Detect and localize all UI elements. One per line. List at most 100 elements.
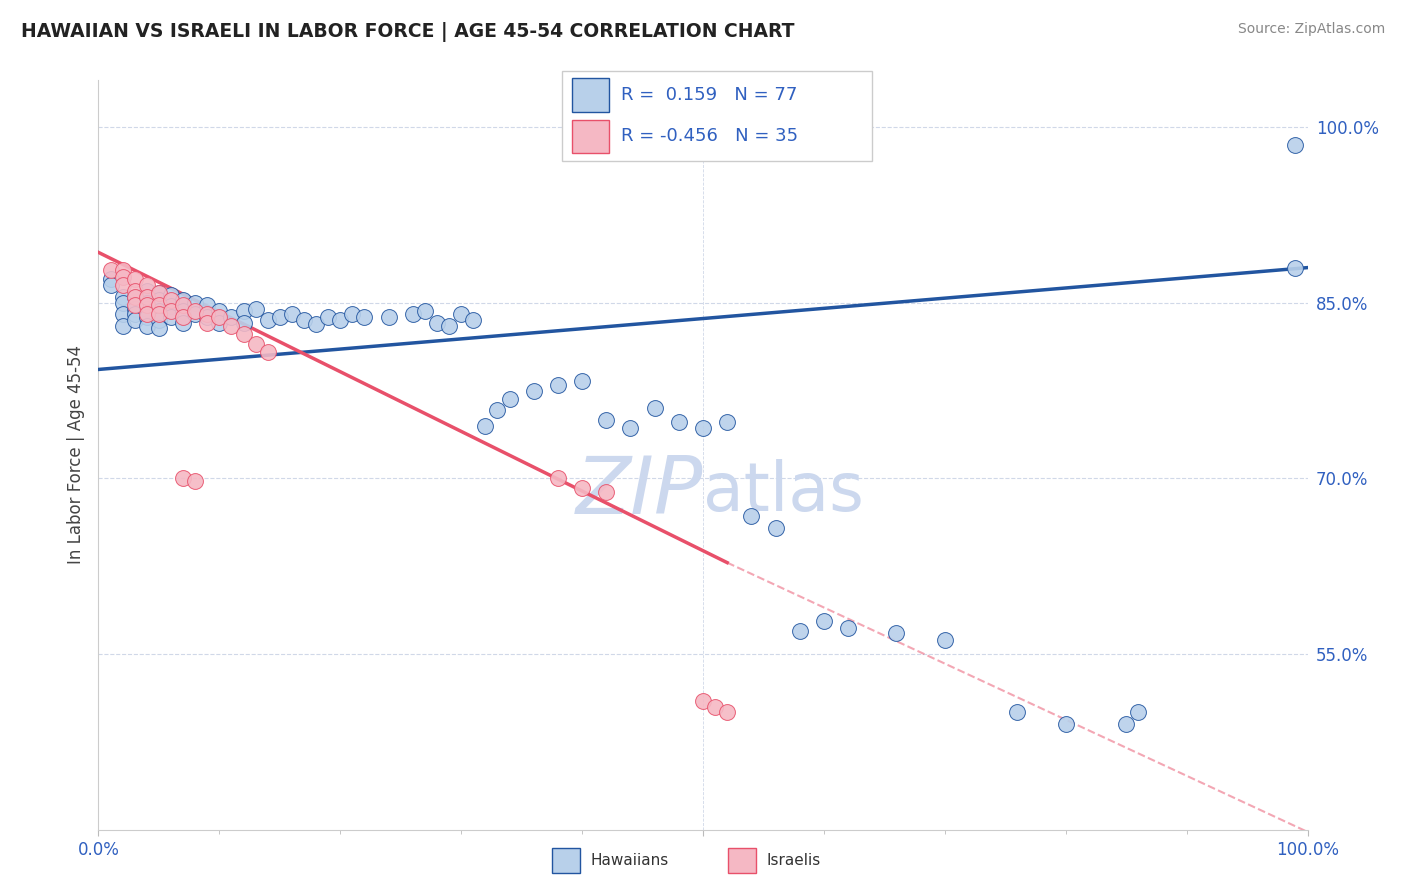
Point xyxy=(160,310,183,324)
Point xyxy=(135,290,157,304)
Point xyxy=(184,295,207,310)
Point xyxy=(111,319,134,334)
Point xyxy=(111,295,134,310)
Point xyxy=(716,706,738,720)
Y-axis label: In Labor Force | Age 45-54: In Labor Force | Age 45-54 xyxy=(66,345,84,565)
Point xyxy=(232,316,254,330)
FancyBboxPatch shape xyxy=(551,848,581,873)
Point xyxy=(402,307,425,321)
Point xyxy=(1128,706,1150,720)
Point xyxy=(148,298,170,312)
Point xyxy=(208,316,231,330)
Point xyxy=(124,301,146,316)
Point xyxy=(100,278,122,293)
Point xyxy=(195,310,218,324)
Point xyxy=(450,307,472,321)
Point xyxy=(148,304,170,318)
Point xyxy=(221,310,243,324)
Point xyxy=(135,307,157,321)
Point xyxy=(100,263,122,277)
Point xyxy=(292,313,315,327)
Point xyxy=(135,298,157,312)
Point xyxy=(644,401,666,415)
Point xyxy=(135,278,157,293)
Point xyxy=(172,298,194,312)
Point xyxy=(377,310,399,324)
Point xyxy=(547,471,569,485)
Point xyxy=(135,284,157,298)
Point xyxy=(135,319,157,334)
Point xyxy=(111,263,134,277)
Point xyxy=(172,471,194,485)
Point xyxy=(316,310,339,324)
Point xyxy=(124,298,146,312)
Point xyxy=(1007,706,1029,720)
Point xyxy=(245,301,267,316)
Point xyxy=(111,278,134,293)
Point xyxy=(740,508,762,523)
Point xyxy=(342,307,364,321)
Point xyxy=(474,418,496,433)
Point xyxy=(668,415,690,429)
Point xyxy=(437,319,460,334)
Point xyxy=(547,377,569,392)
Point xyxy=(353,310,375,324)
Point xyxy=(523,384,546,398)
Point xyxy=(111,307,134,321)
Point xyxy=(813,614,835,628)
Point xyxy=(619,421,641,435)
FancyBboxPatch shape xyxy=(572,78,609,112)
FancyBboxPatch shape xyxy=(562,71,872,161)
Point xyxy=(195,298,218,312)
Point xyxy=(571,481,593,495)
Point xyxy=(498,392,520,406)
Point xyxy=(1284,137,1306,152)
Text: R = -0.456   N = 35: R = -0.456 N = 35 xyxy=(621,128,799,145)
Point xyxy=(232,304,254,318)
Point xyxy=(124,284,146,298)
Point xyxy=(837,621,859,635)
Point xyxy=(426,316,449,330)
Point xyxy=(124,313,146,327)
Point xyxy=(148,286,170,301)
Text: HAWAIIAN VS ISRAELI IN LABOR FORCE | AGE 45-54 CORRELATION CHART: HAWAIIAN VS ISRAELI IN LABOR FORCE | AGE… xyxy=(21,22,794,42)
Point xyxy=(148,313,170,327)
Point xyxy=(148,286,170,301)
Point xyxy=(232,327,254,342)
Text: Source: ZipAtlas.com: Source: ZipAtlas.com xyxy=(1237,22,1385,37)
Point xyxy=(100,272,122,286)
Point xyxy=(124,307,146,321)
Point xyxy=(413,304,436,318)
Point xyxy=(1054,717,1077,731)
Point xyxy=(111,290,134,304)
Point xyxy=(692,694,714,708)
Point xyxy=(148,307,170,321)
Point xyxy=(148,321,170,335)
Point xyxy=(692,421,714,435)
Point xyxy=(789,624,811,638)
Point xyxy=(221,319,243,334)
Text: R =  0.159   N = 77: R = 0.159 N = 77 xyxy=(621,86,797,103)
Point xyxy=(1115,717,1137,731)
FancyBboxPatch shape xyxy=(572,120,609,153)
Point xyxy=(1284,260,1306,275)
Point xyxy=(245,336,267,351)
Point xyxy=(124,272,146,286)
Point xyxy=(305,317,328,331)
Point xyxy=(595,413,617,427)
Text: atlas: atlas xyxy=(703,459,863,525)
FancyBboxPatch shape xyxy=(728,848,756,873)
Point xyxy=(269,310,291,324)
Point xyxy=(172,293,194,308)
Point xyxy=(124,290,146,304)
Point xyxy=(172,310,194,324)
Point xyxy=(886,626,908,640)
Point xyxy=(160,293,183,308)
Point xyxy=(765,520,787,534)
Point xyxy=(184,307,207,321)
Point xyxy=(195,307,218,321)
Point xyxy=(160,287,183,301)
Point xyxy=(172,316,194,330)
Point xyxy=(184,304,207,318)
Point xyxy=(571,374,593,388)
